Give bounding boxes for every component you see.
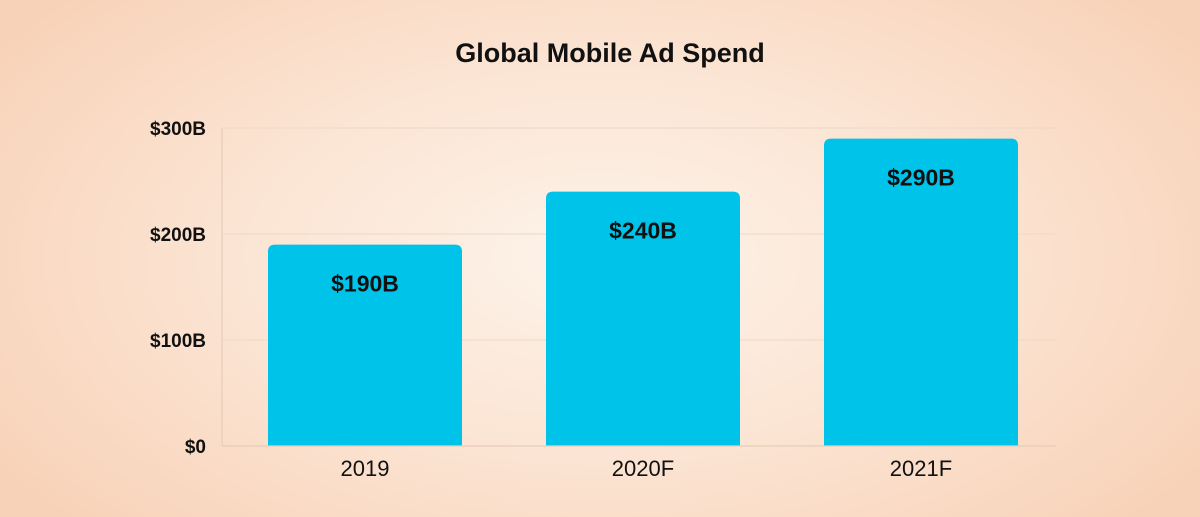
bar-value-label: $290B <box>887 165 955 191</box>
y-tick-label: $0 <box>185 437 206 458</box>
y-axis: $0 $100B $200B $300B <box>150 119 223 458</box>
chart-title: Global Mobile Ad Spend <box>455 38 765 68</box>
bars: $190B $240B $290B <box>268 138 1018 446</box>
bar-value-label: $240B <box>609 218 677 244</box>
bar-2019 <box>268 244 462 446</box>
bar-2021f <box>824 138 1018 446</box>
y-tick-label: $200B <box>150 225 206 246</box>
bar-value-label: $190B <box>331 271 399 297</box>
y-tick-label: $100B <box>150 331 206 352</box>
bar-2020f <box>546 191 740 446</box>
x-tick-label: 2021F <box>890 456 952 481</box>
x-tick-label: 2019 <box>341 456 390 481</box>
x-tick-label: 2020F <box>612 456 674 481</box>
x-axis: 2019 2020F 2021F <box>222 445 1056 481</box>
y-tick-label: $300B <box>150 119 206 140</box>
